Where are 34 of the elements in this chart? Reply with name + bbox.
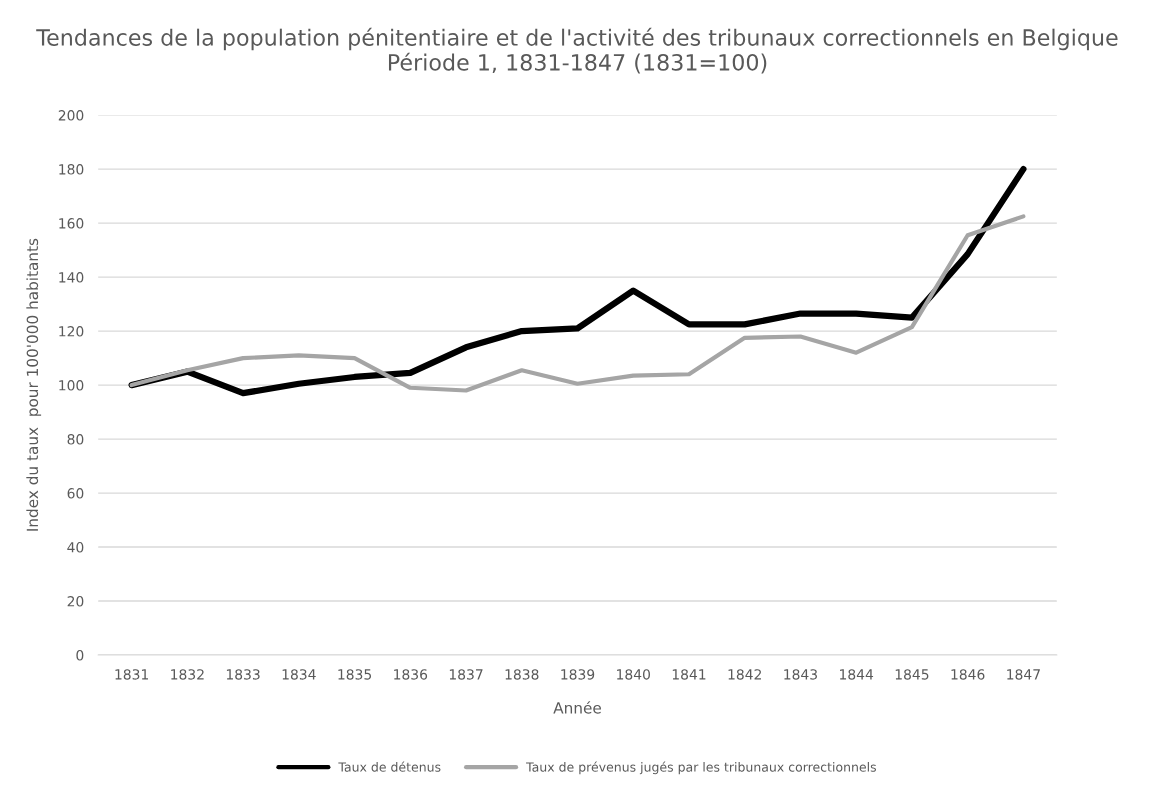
x-tick-label: 1833 (226, 669, 260, 680)
x-tick-label: 1835 (338, 669, 372, 680)
legend-label: Taux de prévenus jugés par les tribunaux correctionnels (526, 761, 877, 775)
x-tick-label: 1840 (617, 669, 650, 680)
y-tick-label: 0 (76, 650, 84, 661)
y-tick-label: 160 (59, 218, 84, 229)
x-axis-title: Année (553, 701, 601, 714)
x-tick-label: 1844 (840, 669, 874, 680)
x-tick-label: 1838 (505, 669, 539, 680)
y-tick-label: 120 (59, 326, 84, 337)
x-tick-label: 1845 (895, 669, 929, 680)
y-tick-label: 60 (67, 488, 84, 499)
y-tick-label: 140 (59, 272, 84, 283)
x-tick-label: 1836 (394, 669, 428, 680)
x-tick-label: 1841 (672, 669, 706, 680)
y-tick-label: 100 (59, 380, 84, 391)
x-tick-label: 1847 (1007, 669, 1040, 680)
line-series (129, 214, 1026, 393)
x-tick-label: 1832 (171, 669, 204, 680)
chart-title: Tendances de la population pénitentiaire et de l'activité des tribunaux correctionnels en Belgique Période 1, 1831-1847 (1831=100) (36, 27, 1118, 74)
x-tick-label: 1831 (115, 669, 149, 680)
y-tick-label: 180 (59, 164, 84, 175)
y-tick-label: 40 (67, 542, 84, 553)
x-tick-label: 1834 (282, 669, 316, 680)
y-axis-title: Index du taux pour 100'000 habitants (26, 238, 42, 531)
legend-label: Taux de détenus (338, 761, 441, 772)
x-tick-label: 1846 (951, 669, 985, 680)
x-tick-label: 1842 (728, 669, 761, 680)
x-tick-label: 1843 (784, 669, 817, 680)
y-tick-label: 200 (58, 110, 84, 121)
y-tick-label: 20 (67, 596, 84, 607)
x-tick-label: 1839 (561, 669, 595, 680)
x-tick-label: 1837 (449, 669, 483, 680)
y-tick-label: 80 (67, 434, 84, 445)
